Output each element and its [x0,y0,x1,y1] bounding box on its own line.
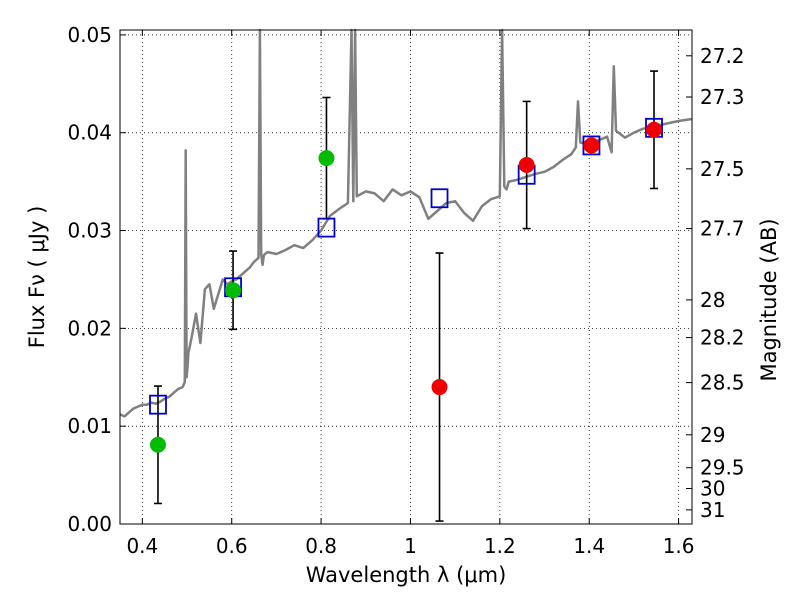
x-tick-label: 0.6 [216,534,248,558]
y-axis-label: Flux Fν ( μJy ) [25,206,49,349]
model-flux-square [317,217,336,238]
mag-tick-label: 29 [700,423,725,447]
x-tick-label: 0.4 [126,534,158,558]
red-data-point [518,156,535,173]
mag-tick-label: 27.2 [700,44,745,68]
x-tick-label: 1.2 [484,534,516,558]
x-tick-label: 1 [404,534,417,558]
y-tick-label: 0.04 [67,121,112,145]
red-data-point [646,121,663,138]
mag-tick-label: 28 [700,288,725,312]
x-tick-label: 1.4 [573,534,605,558]
ticks: 0.4 0.6 0.8 1 1.2 1.4 1.6 0.00 0.01 0.02 0.03 0.04 0… [67,23,744,558]
mag-tick-label: 28.2 [700,326,745,350]
model-flux-square [430,188,449,209]
green-data-point [318,150,335,167]
x-axis-label: Wavelength λ (μm) [306,563,507,587]
mag-tick-label: 29.5 [700,456,745,480]
x-tick-label: 1.6 [663,534,695,558]
y-tick-label: 0.05 [67,23,112,47]
model-flux-square [149,394,167,415]
data-markers-layer [149,70,663,522]
mag-tick-label: 31 [700,498,725,522]
mag-tick-label: 27.3 [700,85,745,109]
magnitude-axis-label: Magnitude (AB) [757,218,781,381]
y-tick-label: 0.03 [67,219,112,243]
model-spectrum-layer [119,28,693,418]
mag-tick-label: 28.5 [700,371,745,395]
y-tick-label: 0.00 [67,512,112,536]
y-tick-label: 0.01 [67,414,112,438]
x-tick-label: 0.8 [305,534,337,558]
y-tick-label: 0.02 [67,316,112,340]
mag-tick-label: 27.5 [700,157,745,181]
green-data-point [225,282,242,299]
mag-tick-label: 30 [700,476,725,500]
model-spectrum-line [119,28,693,418]
mag-tick-label: 27.7 [700,217,745,241]
red-data-point [583,137,600,154]
green-data-point [149,436,166,453]
red-data-point [431,379,448,396]
plot-frame [119,29,693,525]
